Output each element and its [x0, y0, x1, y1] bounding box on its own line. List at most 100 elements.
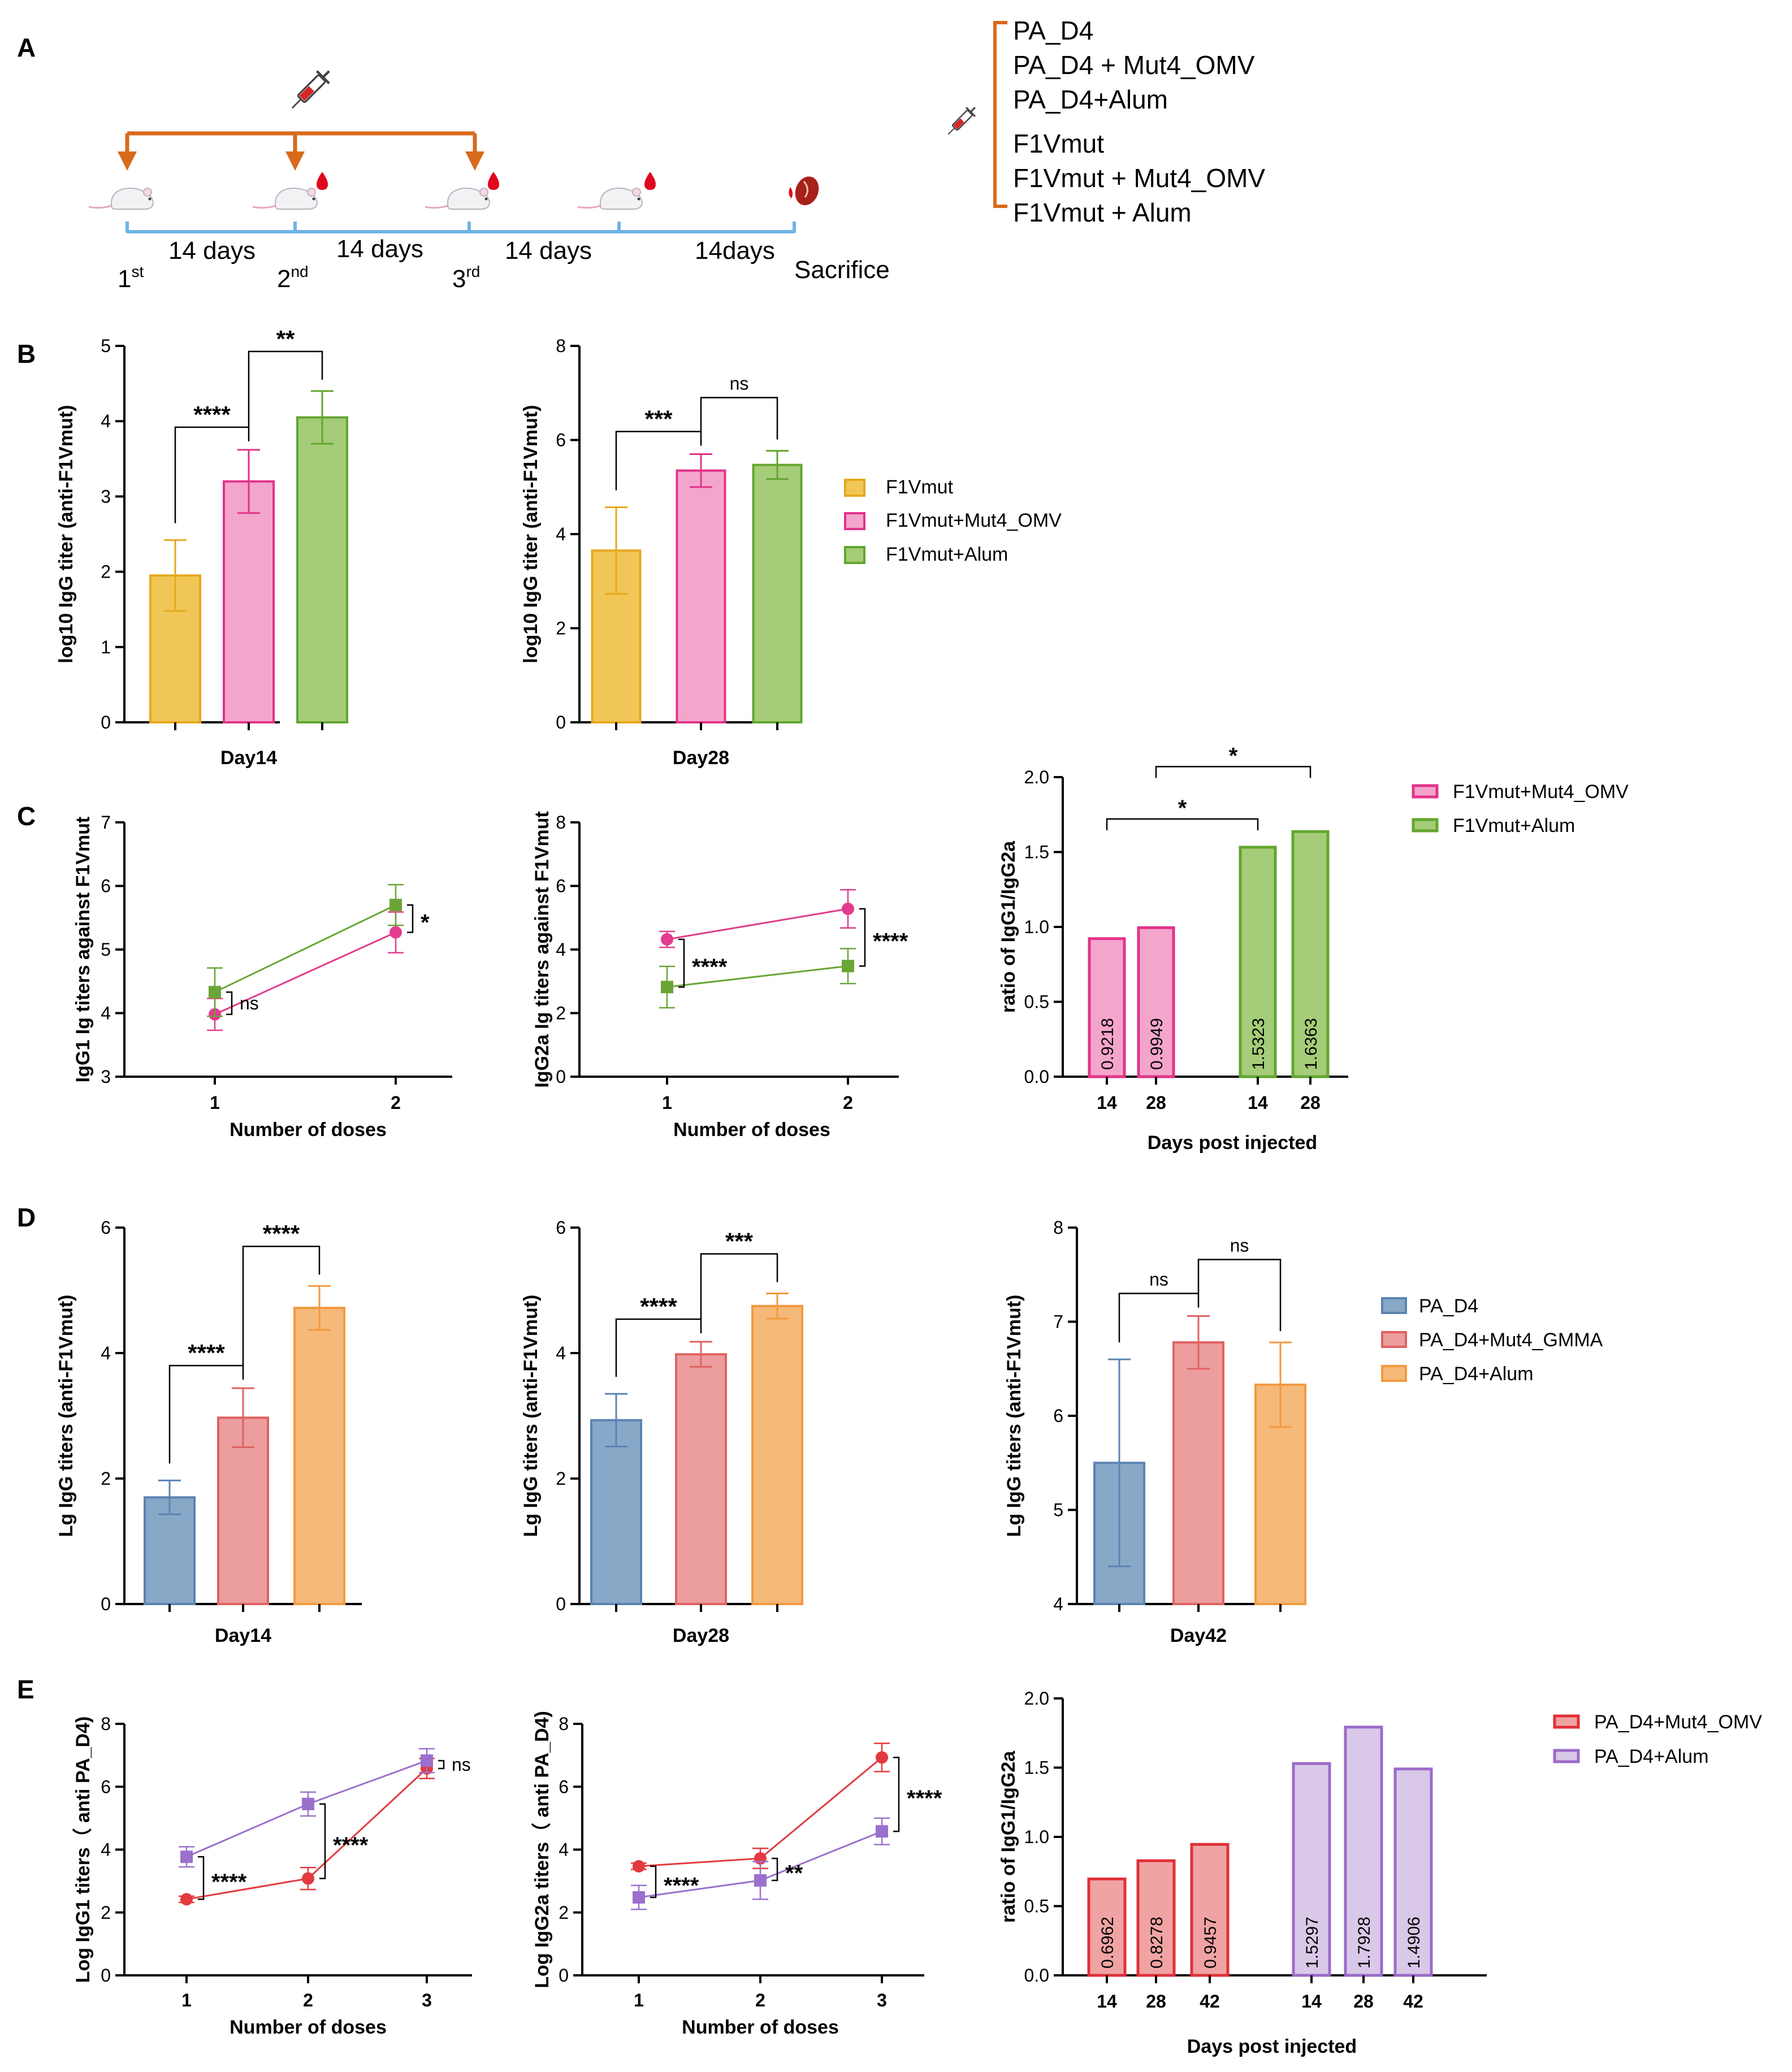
bar — [676, 469, 726, 723]
y-tick-label: 5 — [1053, 1500, 1063, 1520]
data-point — [842, 960, 854, 973]
y-tick-label: 0 — [556, 1067, 566, 1087]
significance-label: ns — [1149, 1269, 1168, 1290]
y-tick-label: 4 — [559, 1840, 569, 1860]
y-tick-label: 2 — [556, 1003, 566, 1024]
significance-bracket — [319, 1803, 326, 1879]
y-tick-label: 2 — [101, 562, 111, 582]
significance-bracket — [772, 1857, 778, 1882]
y-tick-label: 2 — [559, 1902, 569, 1923]
y-tick-label: 0 — [101, 1594, 111, 1614]
x-axis-label: Number of doses — [682, 2017, 839, 2038]
data-point — [421, 1754, 433, 1767]
x-tick-label: 14 — [1248, 1093, 1268, 1113]
y-axis-label: ratio of IgG1/IgG2a — [998, 840, 1019, 1013]
x-tick-label: 14 — [1301, 1991, 1322, 2012]
y-tick-label: 8 — [556, 336, 566, 356]
x-tick-label: 1 — [181, 1990, 192, 2010]
significance-label: **** — [188, 1340, 225, 1366]
data-point — [180, 1893, 193, 1906]
y-tick-label: 2 — [556, 618, 566, 639]
injection-arrowhead-3 — [465, 151, 484, 171]
syringe-icon — [286, 65, 335, 114]
x-axis-label: Day28 — [673, 1625, 729, 1646]
x-axis-label: Number of doses — [230, 2017, 387, 2038]
significance-bracket — [859, 908, 866, 967]
y-tick-label: 5 — [101, 336, 111, 356]
significance-bracket — [650, 1865, 657, 1898]
y-tick-label: 3 — [101, 486, 111, 506]
data-point — [754, 1874, 767, 1887]
significance-label: **** — [692, 955, 728, 979]
y-tick-label: 0 — [101, 712, 111, 732]
legend-label-f1vmut: F1Vmut — [886, 476, 954, 498]
group-bracket — [993, 21, 1007, 208]
legend-swatch-pa-d4-alum — [1381, 1365, 1407, 1382]
significance-label: ns — [730, 373, 749, 393]
panel-label-b: B — [17, 339, 36, 369]
y-axis-label: Lg IgG titers (anti-F1Vmut) — [1003, 1295, 1025, 1537]
data-point — [876, 1825, 888, 1838]
group-label-4: F1Vmut — [1013, 129, 1104, 158]
blood-drop-icon — [488, 172, 499, 190]
significance-label: ns — [1230, 1236, 1249, 1256]
y-tick-label: 6 — [101, 1776, 111, 1797]
significance-label: **** — [907, 1786, 942, 1811]
series-line — [214, 904, 396, 993]
bar — [217, 1416, 269, 1606]
y-tick-label: 4 — [1053, 1594, 1063, 1614]
y-tick-label: 4 — [556, 939, 566, 960]
significance-bracket — [226, 991, 233, 1015]
y-tick-label: 2 — [101, 1902, 111, 1923]
y-tick-label: 0 — [559, 1965, 569, 1986]
bar-value-label: 0.8278 — [1148, 1917, 1166, 1969]
group-label-3: PA_D4+Alum — [1013, 85, 1168, 114]
data-point — [209, 986, 221, 999]
significance-bracket — [678, 938, 685, 988]
legend-label-f1vmut-alum: F1Vmut+Alum — [1453, 815, 1575, 836]
significance-bracket — [174, 426, 250, 523]
legend-label-f1vmut-alum: F1Vmut+Alum — [886, 544, 1008, 565]
legend-swatch-f1vmut-alum — [1412, 818, 1439, 833]
y-tick-label: 4 — [101, 411, 111, 431]
y-tick-label: 2.0 — [1024, 767, 1049, 787]
significance-label: **** — [640, 1293, 677, 1320]
y-tick-label: 0 — [556, 712, 566, 732]
plots: 0 1 2 3 4 5 log10 IgG titer (anti-F1Vmut) Day14… — [55, 326, 1487, 2057]
y-tick-label: 0.0 — [1024, 1067, 1049, 1087]
y-tick-label: 3 — [101, 1067, 111, 1087]
injection-arrowhead-2 — [285, 151, 305, 171]
significance-label: ns — [240, 993, 259, 1013]
legend-b: F1Vmut F1Vmut+Mut4_OMV F1Vmut+Alum — [844, 476, 1062, 565]
panel-label-d: D — [17, 1203, 36, 1232]
significance-label: ** — [276, 326, 295, 352]
significance-bracket — [615, 431, 702, 491]
y-tick-label: 6 — [559, 1776, 569, 1797]
legend-label-pa-d4-alum: PA_D4+Alum — [1419, 1363, 1534, 1385]
bar — [293, 1307, 345, 1606]
legend-label-pa-d4-gmma: PA_D4+Mut4_GMMA — [1419, 1329, 1603, 1351]
x-axis-label: Number of doses — [230, 1119, 387, 1141]
y-tick-label: 2 — [556, 1468, 566, 1489]
y-tick-label: 0.5 — [1024, 1896, 1049, 1917]
significance-label: **** — [263, 1220, 300, 1247]
bar-value-label: 0.9218 — [1098, 1018, 1117, 1070]
x-tick-label: 1 — [634, 1990, 644, 2010]
legend-label-pa-d4: PA_D4 — [1419, 1295, 1478, 1317]
y-tick-label: 7 — [101, 812, 111, 833]
y-tick-label: 4 — [556, 524, 566, 544]
bar — [296, 416, 348, 723]
interval-label-4: 14days — [695, 237, 775, 265]
data-point — [302, 1797, 314, 1810]
y-tick-label: 0 — [556, 1594, 566, 1614]
bar — [1292, 1762, 1331, 1977]
y-tick-label: 4 — [101, 1343, 111, 1363]
y-tick-label: 1.5 — [1024, 842, 1049, 862]
legend-label-f1vmut-omv: F1Vmut+Mut4_OMV — [1453, 781, 1629, 803]
significance-label: * — [421, 910, 430, 935]
panel-label-a: A — [17, 33, 36, 62]
y-tick-label: 8 — [101, 1714, 111, 1734]
bar — [1087, 1877, 1127, 1977]
data-point — [661, 981, 673, 994]
y-axis-label: Log IgG2a titers（ anti PA_D4) — [531, 1711, 553, 1988]
